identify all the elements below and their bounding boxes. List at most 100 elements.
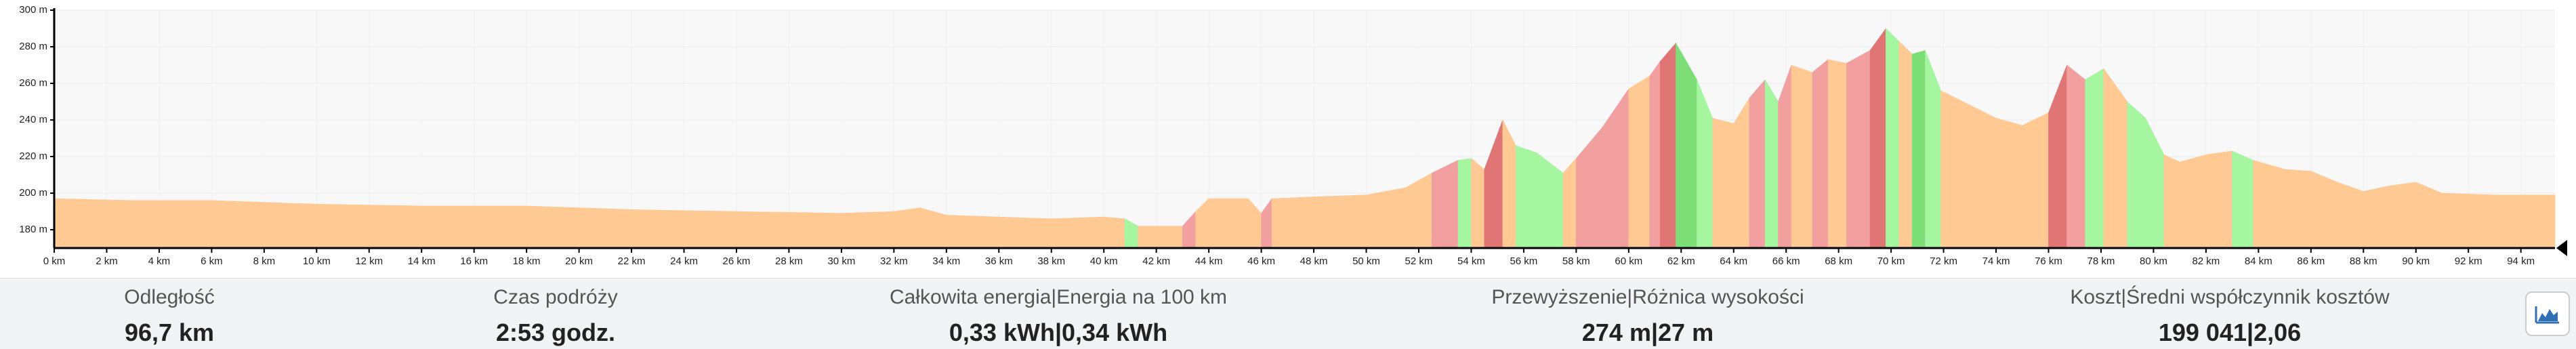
x-tick-label: 74 km bbox=[1982, 255, 2010, 267]
elevation-segment bbox=[54, 198, 133, 249]
x-tick-label: 92 km bbox=[2455, 255, 2482, 267]
elevation-segment bbox=[1827, 59, 1847, 249]
elevation-segment bbox=[2163, 154, 2180, 249]
stat-label: Koszt|Średni współczynnik kosztów bbox=[2070, 286, 2390, 308]
x-tick-label: 12 km bbox=[355, 255, 383, 267]
x-tick-label: 56 km bbox=[1510, 255, 1537, 267]
x-tick-label: 62 km bbox=[1667, 255, 1695, 267]
x-tick-label: 8 km bbox=[253, 255, 276, 267]
chart-toggle-button[interactable] bbox=[2525, 291, 2570, 336]
elevation-segment bbox=[2253, 160, 2285, 249]
elevation-segment bbox=[2442, 192, 2495, 249]
x-tick-label: 86 km bbox=[2297, 255, 2325, 267]
x-tick-label: 32 km bbox=[880, 255, 908, 267]
elevation-segment bbox=[132, 200, 212, 249]
x-tick-label: 36 km bbox=[985, 255, 1013, 267]
end-marker bbox=[2556, 240, 2567, 256]
x-tick-label: 20 km bbox=[565, 255, 593, 267]
stat-value: 274 m|27 m bbox=[1581, 319, 1714, 346]
x-tick-label: 82 km bbox=[2192, 255, 2220, 267]
x-tick-label: 28 km bbox=[775, 255, 803, 267]
elevation-segment bbox=[1471, 158, 1485, 249]
x-tick-label: 78 km bbox=[2087, 255, 2115, 267]
elevation-segment bbox=[1764, 79, 1779, 249]
x-tick-label: 68 km bbox=[1825, 255, 1852, 267]
x-tick-label: 94 km bbox=[2507, 255, 2535, 267]
elevation-segment bbox=[2337, 182, 2364, 249]
x-tick-label: 84 km bbox=[2245, 255, 2272, 267]
x-tick-label: 22 km bbox=[618, 255, 646, 267]
elevation-segment bbox=[2232, 150, 2253, 249]
x-tick-label: 64 km bbox=[1720, 255, 1747, 267]
elevation-segment bbox=[1812, 59, 1829, 249]
x-tick-label: 80 km bbox=[2140, 255, 2167, 267]
elevation-segment bbox=[1676, 42, 1697, 249]
chart-icon bbox=[2535, 306, 2559, 324]
x-tick-label: 46 km bbox=[1247, 255, 1275, 267]
stat-value: 2:53 godz. bbox=[495, 319, 616, 346]
x-tick-label: 50 km bbox=[1352, 255, 1380, 267]
x-tick-label: 42 km bbox=[1142, 255, 1170, 267]
elevation-segment bbox=[2022, 112, 2049, 249]
x-tick-label: 40 km bbox=[1090, 255, 1118, 267]
stat-label: Czas podróży bbox=[493, 286, 618, 308]
elevation-segment bbox=[1898, 41, 1913, 249]
x-tick-label: 26 km bbox=[723, 255, 751, 267]
elevation-segment bbox=[1712, 117, 1734, 249]
x-tick-label: 18 km bbox=[513, 255, 541, 267]
stat-label: Przewyższenie|Różnica wysokości bbox=[1491, 286, 1804, 308]
elevation-segment bbox=[1995, 117, 2023, 249]
x-tick-label: 14 km bbox=[408, 255, 436, 267]
x-tick-label: 66 km bbox=[1772, 255, 1800, 267]
stat: Czas podróży 2:53 godz. bbox=[318, 279, 793, 347]
stat-label: Całkowita energia|Energia na 100 km bbox=[889, 286, 1228, 308]
elevation-chart: 180 m 200 m 220 m 240 m 260 m 280 m 300 m 0 km 2… bbox=[19, 4, 2567, 267]
elevation-segment bbox=[1911, 50, 1926, 249]
stat-value: 199 041|2,06 bbox=[2158, 319, 2302, 346]
elevation-segment bbox=[1457, 158, 1472, 249]
stat: Przewyższenie|Różnica wysokości 274 m|27 … bbox=[1411, 279, 1885, 347]
elevation-segment bbox=[2494, 194, 2556, 249]
elevation-segment bbox=[1208, 198, 1249, 249]
elevation-segment bbox=[1628, 75, 1650, 249]
elevation-segment bbox=[919, 207, 947, 249]
x-tick-label: 30 km bbox=[827, 255, 855, 267]
elevation-segment bbox=[1366, 187, 1406, 249]
elevation-segment bbox=[1791, 64, 1813, 249]
elevation-segment bbox=[1313, 194, 1367, 249]
stat-value: 0,33 kWh|0,34 kWh bbox=[949, 319, 1168, 346]
elevation-segment bbox=[1659, 42, 1676, 249]
x-tick-label: 52 km bbox=[1405, 255, 1433, 267]
stat-label: Odległość bbox=[124, 286, 215, 308]
y-tick-label: 260 m bbox=[19, 77, 47, 89]
x-tick-label: 16 km bbox=[460, 255, 488, 267]
x-tick-label: 90 km bbox=[2402, 255, 2430, 267]
elevation-segment bbox=[1138, 226, 1183, 249]
elevation-segment bbox=[421, 205, 527, 249]
x-tick-label: 88 km bbox=[2350, 255, 2377, 267]
elevation-segment bbox=[2310, 171, 2338, 249]
y-tick-label: 240 m bbox=[19, 114, 47, 125]
x-tick-label: 34 km bbox=[932, 255, 960, 267]
x-tick-label: 48 km bbox=[1300, 255, 1328, 267]
elevation-segment bbox=[1940, 90, 1960, 249]
elevation-segment bbox=[316, 203, 422, 249]
elevation-segment bbox=[1649, 60, 1661, 249]
elevation-segment bbox=[1749, 79, 1766, 249]
stat-value: 96,7 km bbox=[124, 319, 215, 346]
y-tick-label: 300 m bbox=[19, 4, 47, 16]
x-tick-label: 24 km bbox=[670, 255, 698, 267]
x-tick-label: 54 km bbox=[1457, 255, 1485, 267]
elevation-segment bbox=[2179, 154, 2207, 249]
y-tick-label: 220 m bbox=[19, 150, 47, 162]
elevation-segment bbox=[1432, 159, 1459, 249]
elevation-segment bbox=[1562, 157, 1577, 249]
stat: Koszt|Średni współczynnik kosztów 199 041… bbox=[1993, 279, 2467, 347]
elevation-segment bbox=[1271, 197, 1314, 249]
stat: Odległość 96,7 km bbox=[0, 279, 407, 347]
elevation-segment bbox=[2066, 64, 2086, 249]
x-tick-label: 4 km bbox=[148, 255, 171, 267]
elevation-segment bbox=[1869, 28, 1886, 249]
x-tick-label: 70 km bbox=[1877, 255, 1905, 267]
